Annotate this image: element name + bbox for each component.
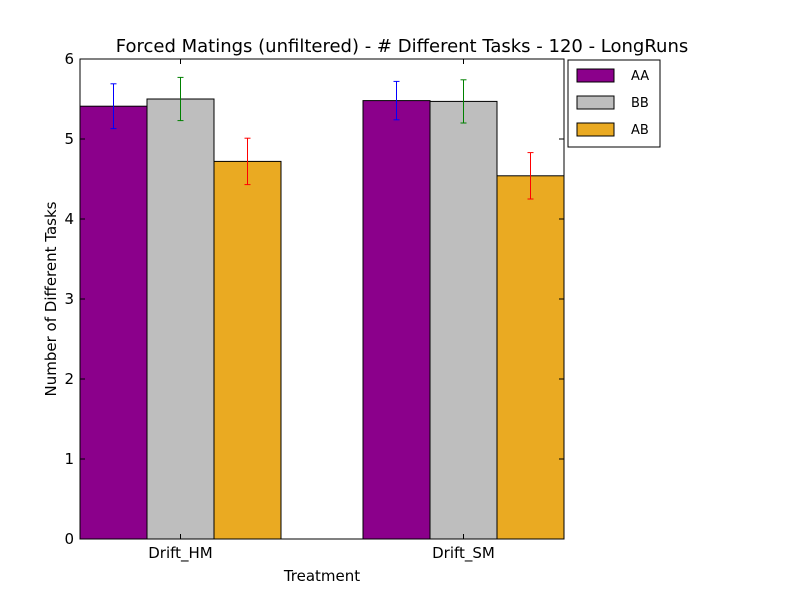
- y-tick-label: 3: [64, 290, 74, 308]
- bar-bb-drift-hm: [146, 98, 215, 540]
- bar-ab-drift-hm: [213, 160, 282, 540]
- legend-label-bb: BB: [631, 96, 649, 111]
- legend: AA BB AB: [567, 59, 661, 148]
- legend-label-ab: AB: [631, 123, 649, 138]
- chart-title: Forced Matings (unfiltered) - # Differen…: [116, 36, 689, 57]
- bar-aa-drift-sm: [362, 100, 431, 540]
- x-tick-label: Drift_SM: [432, 544, 495, 563]
- y-axis-label: Number of Different Tasks: [42, 201, 60, 396]
- bars-layer: [79, 98, 565, 540]
- y-tick-label: 0: [64, 530, 74, 548]
- error-bars-layer: [110, 76, 534, 200]
- bar-ab-drift-sm: [496, 175, 565, 540]
- legend-swatch-aa: [576, 68, 615, 83]
- x-axis-label: Treatment: [283, 567, 360, 585]
- y-tick-label: 2: [64, 370, 74, 388]
- legend-swatch-ab: [576, 122, 615, 137]
- axis-ticks-layer: 0 1 2 3 4 5 6 Drift_HM Drift_SM: [64, 50, 564, 563]
- y-tick-label: 5: [64, 130, 74, 148]
- y-tick-label: 1: [64, 450, 74, 468]
- bar-aa-drift-hm: [79, 105, 148, 540]
- y-tick-label: 4: [64, 210, 74, 228]
- legend-label-aa: AA: [631, 69, 649, 84]
- y-tick-label: 6: [64, 50, 74, 68]
- x-tick-label: Drift_HM: [148, 544, 213, 563]
- legend-swatch-bb: [576, 95, 615, 110]
- bar-bb-drift-sm: [429, 100, 498, 540]
